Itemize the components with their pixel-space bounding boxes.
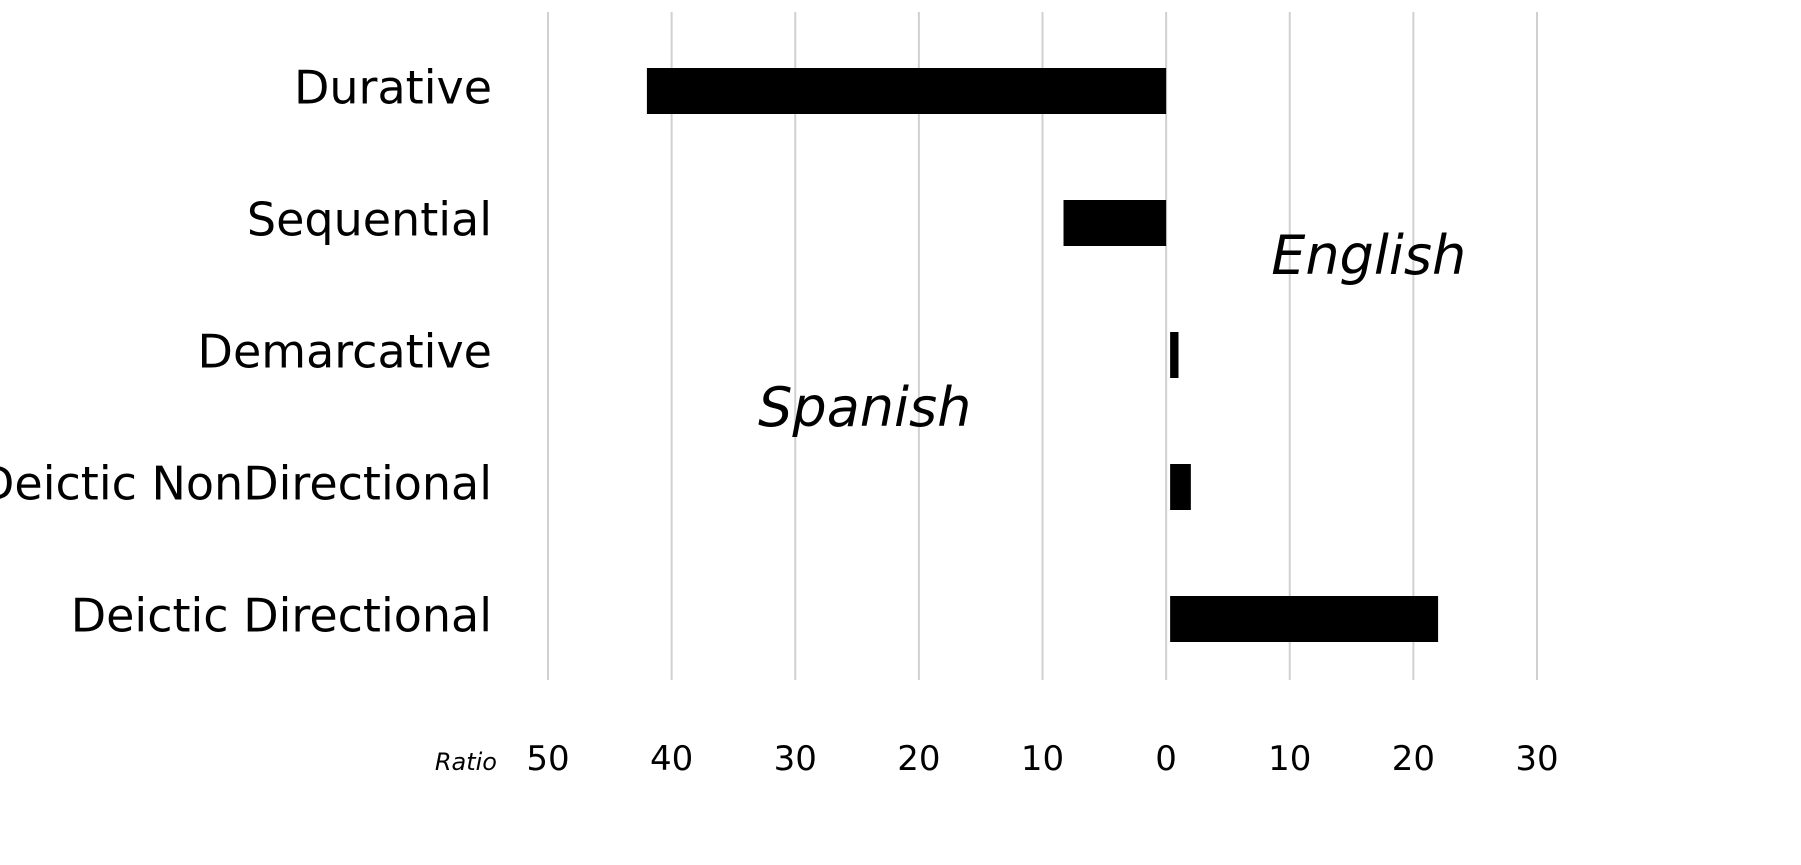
bars (646, 68, 1439, 642)
category-label-sequential: Sequential (247, 193, 492, 247)
x-tick-label-1: 40 (650, 739, 693, 779)
category-label-demarcative: Demarcative (198, 325, 492, 379)
bar-durative (646, 68, 1167, 114)
annotation-english: English (1271, 224, 1466, 287)
category-label-durative: Durative (294, 61, 492, 115)
annotations: Spanish English (758, 224, 1466, 439)
x-tick-label-7: 20 (1392, 739, 1435, 779)
annotation-spanish: Spanish (758, 376, 971, 439)
x-tick-label-4: 10 (1021, 739, 1064, 779)
x-axis-title: Ratio (435, 748, 497, 776)
x-tick-label-6: 10 (1268, 739, 1311, 779)
category-labels: Durative Sequential Demarcative Deictic Non… (0, 61, 492, 643)
x-tick-label-2: 30 (774, 739, 817, 779)
x-tick-labels: 50 40 30 20 10 0 10 20 30 (526, 739, 1558, 779)
x-tick-label-3: 20 (897, 739, 940, 779)
bar-deictic-nondirectional (1170, 464, 1191, 510)
x-tick-label-5: 0 (1155, 739, 1177, 779)
x-tick-label-8: 30 (1515, 739, 1558, 779)
category-label-deictic-directional: Deictic Directional (71, 589, 492, 643)
bar-sequential (1063, 200, 1167, 246)
category-label-deictic-nondirectional: Deictic NonDirectional (0, 457, 492, 511)
gridlines (547, 12, 1538, 680)
x-tick-label-0: 50 (526, 739, 569, 779)
bar-deictic-directional (1170, 596, 1439, 642)
bar-demarcative (1170, 332, 1179, 378)
